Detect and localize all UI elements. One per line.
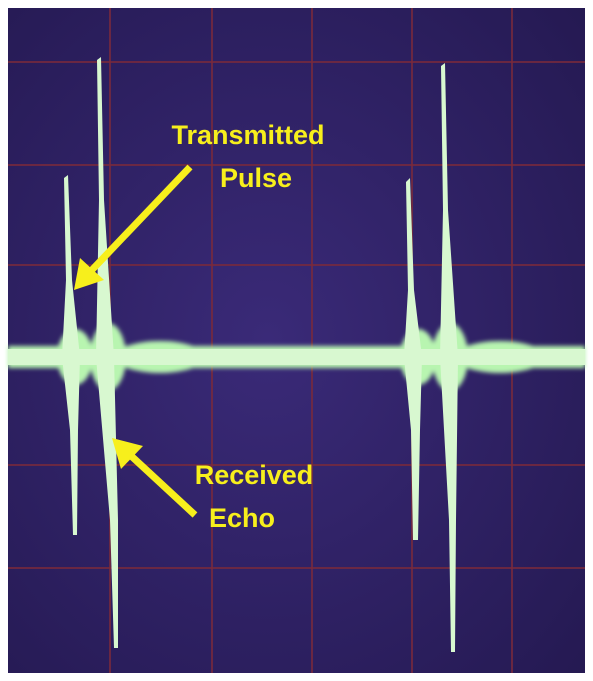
page: Transmitted Pulse Received Echo (() => {… (0, 0, 593, 681)
annotation-text: Echo (209, 503, 275, 533)
annotation-text: Received (195, 460, 314, 490)
annotation-text: Pulse (220, 163, 292, 193)
oscilloscope-photo: Transmitted Pulse Received Echo (0, 0, 593, 681)
annotation-text: Transmitted (171, 120, 324, 150)
